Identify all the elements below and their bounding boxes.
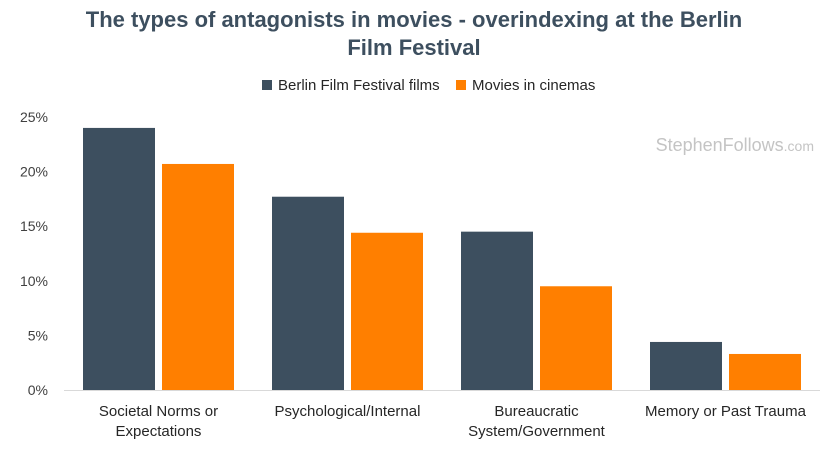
legend-swatch (262, 80, 272, 90)
x-tick-label: Societal Norms or Expectations (99, 403, 218, 440)
legend: Berlin Film Festival films Movies in cine… (262, 77, 595, 94)
legend-item-berlin: Berlin Film Festival films (262, 77, 440, 94)
bars (83, 127, 801, 391)
legend-swatch (456, 80, 466, 90)
x-tick-label-line: Societal Norms or (99, 403, 218, 420)
x-tick-label-line: Memory or Past Trauma (645, 403, 807, 420)
x-tick-label-line: Expectations (116, 423, 202, 440)
watermark-suffix: .com (784, 138, 814, 154)
bar-berlin-3 (650, 341, 722, 390)
bar-cinemas-3 (729, 353, 801, 390)
y-tick-label: 5% (28, 327, 48, 343)
watermark: StephenFollows.com (656, 135, 814, 155)
legend-label: Movies in cinemas (472, 77, 595, 94)
bar-berlin-0 (83, 127, 155, 391)
x-tick-label-line: Psychological/Internal (275, 403, 421, 420)
x-tick-label-line: System/Government (468, 423, 606, 440)
bar-cinemas-1 (351, 232, 423, 390)
bar-berlin-2 (461, 231, 533, 390)
chart-title-line-2: Film Festival (347, 35, 481, 60)
y-tick-label: 15% (20, 218, 48, 234)
x-tick-label-line: Bureaucratic (494, 403, 579, 420)
y-tick-label: 10% (20, 273, 48, 289)
x-axis: Societal Norms or Expectations Psychologic… (64, 390, 820, 440)
bar-cinemas-0 (162, 163, 234, 390)
y-tick-label: 25% (20, 109, 48, 125)
x-tick-label: Psychological/Internal (275, 403, 421, 420)
chart-title: The types of antagonists in movies - ove… (0, 6, 828, 62)
y-tick-label: 0% (28, 382, 48, 398)
chart-title-line-1: The types of antagonists in movies - ove… (85, 7, 743, 32)
y-tick-label: 20% (20, 164, 48, 180)
y-axis: 0% 5% 10% 15% 20% 25% (20, 109, 48, 398)
bar-berlin-1 (272, 196, 344, 390)
x-tick-label: Bureaucratic System/Government (468, 403, 606, 440)
x-tick-label: Memory or Past Trauma (645, 403, 807, 420)
bar-cinemas-2 (540, 286, 612, 390)
watermark-main: StephenFollows (656, 135, 784, 155)
legend-label: Berlin Film Festival films (278, 77, 440, 94)
legend-item-cinemas: Movies in cinemas (456, 77, 595, 94)
